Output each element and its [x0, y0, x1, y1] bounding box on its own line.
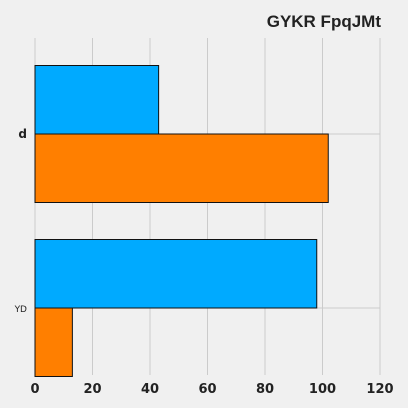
x-tick-label: 60	[198, 382, 216, 397]
x-tick-label: 0	[30, 382, 39, 397]
x-tick-label: 40	[141, 382, 159, 397]
x-tick-label: 20	[83, 382, 101, 397]
bar-d-series-2	[34, 133, 329, 203]
bars	[34, 65, 329, 377]
axis-labels: 0 20 40 60 80 100 120 d YD	[14, 127, 394, 397]
y-category-label: YD	[14, 305, 27, 315]
y-category-label: d	[18, 127, 27, 141]
x-tick-label: 80	[256, 382, 274, 397]
x-tick-label: 100	[309, 382, 336, 397]
bar-d-series-1	[34, 65, 160, 135]
bar-yd-series-1	[34, 239, 318, 309]
x-tick-label: 120	[366, 382, 393, 397]
chart-title: GYKR FpqJMt	[267, 12, 382, 31]
bar-yd-series-2	[34, 307, 73, 377]
